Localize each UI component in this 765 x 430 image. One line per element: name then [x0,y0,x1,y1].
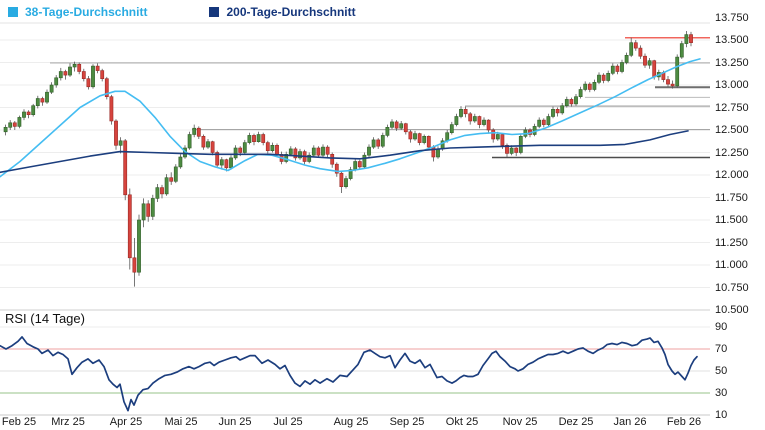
month-axis-label: Dez 25 [558,416,594,428]
rsi-axis-label: 70 [715,343,728,355]
month-axis-label: Mrz 25 [51,416,85,428]
price-axis-label: 10.500 [715,304,749,316]
month-axis-label: Mai 25 [164,416,198,428]
price-axis-label: 13.500 [715,34,749,46]
month-axis-label: Jul 25 [273,416,303,428]
legend-item-ma38[interactable]: 38-Tage-Durchschnitt [8,5,147,19]
price-axis-label: 13.250 [715,56,749,69]
price-axis-label: 11.500 [715,214,748,226]
month-axis-label: Feb 25 [1,416,37,428]
price-axis-label: 11.250 [715,236,748,249]
rsi-axis-label: 50 [715,365,728,377]
month-axis-label: Jun 25 [218,416,252,428]
month-axis-label: Sep 25 [389,416,425,428]
price-axis-label: 10.750 [715,281,749,294]
legend-item-ma200[interactable]: 200-Tage-Durchschnitt [209,5,356,19]
legend-label-ma38: 38-Tage-Durchschnitt [25,5,148,19]
rsi-axis-label: 30 [715,387,728,399]
price-axis-label: 12.500 [715,124,749,136]
price-axis-label: 12.750 [715,101,749,114]
price-axis-label: 13.750 [715,11,749,24]
month-axis-label: Nov 25 [502,416,538,428]
price-axis-label: 13.000 [715,79,749,91]
legend-label-ma200: 200-Tage-Durchschnitt [226,5,356,19]
month-axis-label: Feb 26 [666,416,702,428]
month-axis-label: Okt 25 [445,416,479,428]
price-axis-label: 11.750 [715,191,748,204]
rsi-panel-title: RSI (14 Tage) [5,311,85,326]
rsi-axis-label: 90 [715,321,728,333]
ma200-swatch-icon [209,7,220,17]
ma38-swatch-icon [8,7,18,17]
price-axis-label: 12.000 [715,169,749,181]
price-axis-label: 12.250 [715,146,749,159]
month-axis-label: Apr 25 [109,416,143,428]
month-axis-label: Aug 25 [333,416,369,428]
month-axis-label: Jan 26 [613,416,647,428]
rsi-axis-label: 10 [715,409,728,421]
price-axis-label: 11.000 [715,259,748,271]
legend: 38-Tage-Durchschnitt 200-Tage-Durchschni… [8,4,356,20]
